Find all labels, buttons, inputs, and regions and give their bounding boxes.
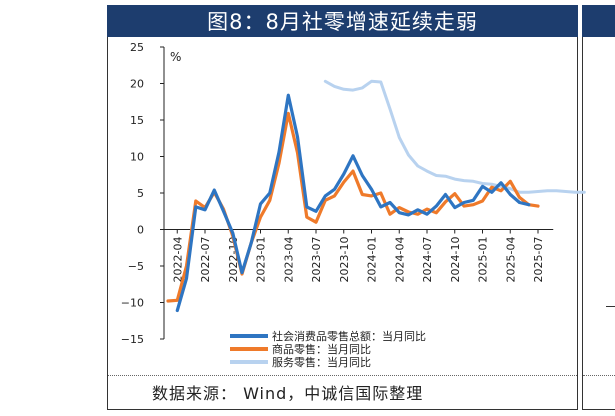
- unit-label: %: [170, 50, 181, 64]
- source-separator: [108, 375, 577, 376]
- y-tick-label: 5: [137, 187, 144, 200]
- x-tick-label: 2024-10: [449, 237, 462, 283]
- chart-panel: [107, 37, 578, 410]
- y-tick-label: 15: [130, 114, 144, 127]
- y-tick-label: 0: [137, 224, 144, 237]
- x-tick-label: 2023-07: [310, 237, 323, 283]
- adjacent-panel-dash: [606, 306, 615, 307]
- legend-label: 商品零售：当月同比: [272, 342, 371, 356]
- y-tick-label: −10: [121, 297, 144, 310]
- y-tick-label: 25: [130, 41, 144, 54]
- series-line-total-retail: [175, 93, 531, 313]
- x-tick-label: 2025-04: [504, 237, 517, 283]
- y-tick-label: −15: [121, 333, 144, 346]
- series-line-services-retail: [323, 79, 586, 194]
- y-tick-label: 10: [130, 151, 144, 164]
- y-tick-label: 20: [130, 78, 144, 91]
- x-tick-label: 2024-04: [393, 237, 406, 283]
- x-tick-label: 2024-01: [366, 237, 379, 283]
- chart-title: 图8：8月社零增速延续走弱: [107, 5, 578, 37]
- y-tick-label: −5: [128, 260, 144, 273]
- adjacent-panel: [582, 37, 615, 410]
- x-tick-label: 2023-01: [255, 237, 268, 283]
- x-tick-label: 2022-04: [171, 237, 184, 283]
- x-tick-label: 2025-07: [532, 237, 545, 283]
- x-tick-label: 2023-04: [282, 237, 295, 283]
- legend-label: 社会消费品零售总额：当月同比: [272, 329, 426, 343]
- x-tick-label: 2025-01: [477, 237, 490, 283]
- x-tick-label: 2023-10: [338, 237, 351, 283]
- legend-label: 服务零售：当月同比: [272, 355, 371, 369]
- x-tick-label: 2024-07: [421, 237, 434, 283]
- x-tick-label: 2022-07: [199, 237, 212, 283]
- adjacent-panel-title-bar: [582, 5, 615, 37]
- source-note: 数据来源： Wind，中诚信国际整理: [152, 384, 424, 403]
- adjacent-source-separator: [583, 375, 615, 376]
